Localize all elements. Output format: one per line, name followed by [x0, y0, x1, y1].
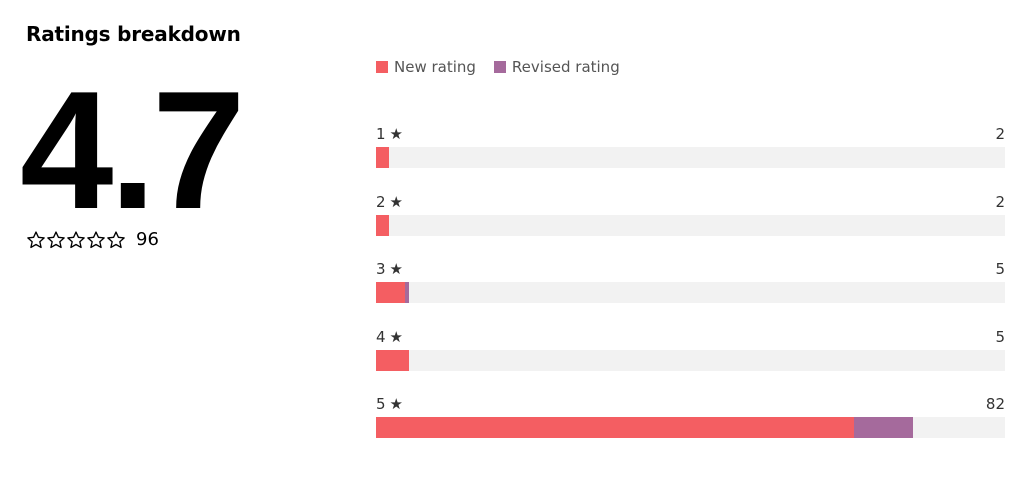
- bar-label: 4 ★: [376, 328, 403, 346]
- bar-value-label: 5: [995, 260, 1005, 278]
- bar-value-label: 5: [995, 327, 1005, 346]
- average-rating: 4.7: [20, 56, 246, 244]
- bar-row-1-star: 1 ★ 2: [376, 125, 1005, 193]
- chart-legend: New rating Revised rating: [376, 58, 638, 76]
- legend-label: New rating: [394, 58, 476, 76]
- bar-track: [376, 147, 1005, 168]
- legend-item-revised-rating: Revised rating: [493, 58, 620, 76]
- star-outline-icon: [67, 230, 85, 248]
- bar-label-number: 1: [376, 125, 386, 143]
- legend-item-new-rating: New rating: [376, 58, 476, 76]
- legend-swatch: [493, 61, 506, 73]
- star-icon: ★: [389, 125, 403, 143]
- bar-row-5-star: 5 ★ 82: [376, 395, 1005, 463]
- bar-segment-new-rating: [376, 147, 390, 168]
- legend-swatch: [376, 61, 388, 73]
- star-icon: ★: [389, 327, 403, 346]
- bar-label-number: 3: [376, 260, 386, 278]
- bar-segment-new-rating: [376, 349, 409, 371]
- bar-value-label: 2: [995, 125, 1005, 143]
- star-outline-icon: [87, 230, 105, 248]
- bar-segment-revised-rating: [854, 417, 914, 438]
- ratings-bar-chart: 1 ★ 2 2 ★ 2 3 ★ 5 4 ★ 5 5 ★ 82: [376, 125, 1005, 463]
- bar-label: 5 ★: [376, 395, 403, 413]
- page-title: Ratings breakdown: [26, 22, 241, 46]
- bar-row-2-star: 2 ★ 2: [376, 193, 1005, 261]
- bar-segment-revised-rating: [405, 282, 409, 303]
- rating-stars-row: 96: [26, 229, 159, 250]
- bar-track: [376, 417, 1005, 438]
- bar-value-label: 2: [995, 192, 1005, 211]
- bar-row-3-star: 3 ★ 5: [376, 260, 1005, 328]
- bar-segment-new-rating: [376, 214, 390, 236]
- bar-label: 2 ★: [376, 193, 403, 211]
- star-icon: ★: [389, 260, 403, 278]
- bar-value-label: 82: [985, 395, 1005, 413]
- bar-label-number: 4: [376, 327, 386, 346]
- star-outline-icon: [107, 230, 125, 248]
- star-rating-icons: [26, 230, 126, 250]
- bar-label-number: 5: [376, 395, 386, 413]
- bar-segment-new-rating: [376, 282, 406, 303]
- star-outline-icon: [27, 230, 45, 248]
- legend-label: Revised rating: [511, 58, 620, 76]
- star-icon: ★: [389, 395, 403, 413]
- bar-track: [376, 282, 1005, 303]
- rating-count: 96: [136, 229, 159, 250]
- bar-track: [376, 214, 1005, 236]
- star-outline-icon: [47, 230, 65, 248]
- star-icon: ★: [389, 192, 403, 211]
- bar-label: 1 ★: [376, 125, 403, 143]
- bar-segment-new-rating: [376, 417, 855, 438]
- bar-row-4-star: 4 ★ 5: [376, 328, 1005, 396]
- bar-label: 3 ★: [376, 260, 403, 278]
- bar-label-number: 2: [376, 192, 386, 211]
- bar-track: [376, 349, 1005, 371]
